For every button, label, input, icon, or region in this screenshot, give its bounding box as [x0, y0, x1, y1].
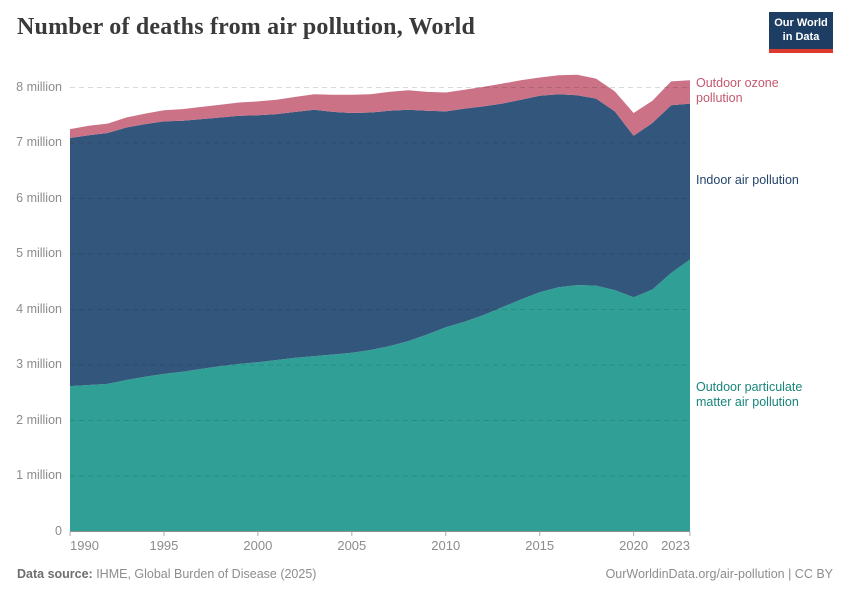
y-axis-label: 2 million [16, 412, 62, 427]
x-axis-label: 1995 [149, 538, 179, 553]
legend-label-outdoor-ozone-pollution: Outdoor ozone pollution [696, 76, 779, 106]
y-axis-label: 8 million [16, 79, 62, 94]
area-indoor-air-pollution [70, 94, 690, 387]
y-axis-label: 6 million [16, 190, 62, 205]
x-axis-label: 2023 [661, 538, 690, 553]
data-source-value: IHME, Global Burden of Disease (2025) [92, 567, 317, 581]
area-outdoor-ozone-pollution [70, 74, 690, 138]
data-source-text: Data source: IHME, Global Burden of Dise… [17, 567, 316, 581]
legend-label-outdoor-particulate-matter: Outdoor particulate matter air pollution [696, 380, 803, 410]
gridlines-overlay [70, 87, 690, 477]
x-axis-label: 2020 [619, 538, 649, 553]
owid-logo-line2: in Data [782, 30, 820, 43]
data-source-label: Data source: [17, 567, 93, 581]
x-axis-label: 2005 [337, 538, 367, 553]
y-axis-label: 7 million [16, 135, 62, 149]
y-axis-label: 4 million [16, 301, 62, 316]
legend-label-indoor-air-pollution: Indoor air pollution [696, 173, 799, 187]
y-axis-label: 5 million [16, 246, 62, 260]
y-axis-label: 3 million [16, 357, 62, 371]
x-axis-label: 2010 [431, 538, 461, 553]
x-axis-label: 2000 [243, 538, 273, 553]
credit-text: OurWorldinData.org/air-pollution | CC BY [605, 567, 833, 581]
x-axis-label: 1990 [70, 538, 99, 553]
owid-logo-line1: Our World [774, 17, 828, 29]
x-axis-label: 2015 [525, 538, 555, 553]
y-axis-label: 1 million [16, 468, 62, 482]
page-title: Number of deaths from air pollution, Wor… [17, 14, 476, 40]
y-axis-label: 0 [55, 523, 62, 538]
owid-logo: Our World in Data [769, 12, 833, 53]
area-outdoor-particulate-matter-air-pollution [70, 259, 690, 532]
area-layers [70, 74, 690, 532]
